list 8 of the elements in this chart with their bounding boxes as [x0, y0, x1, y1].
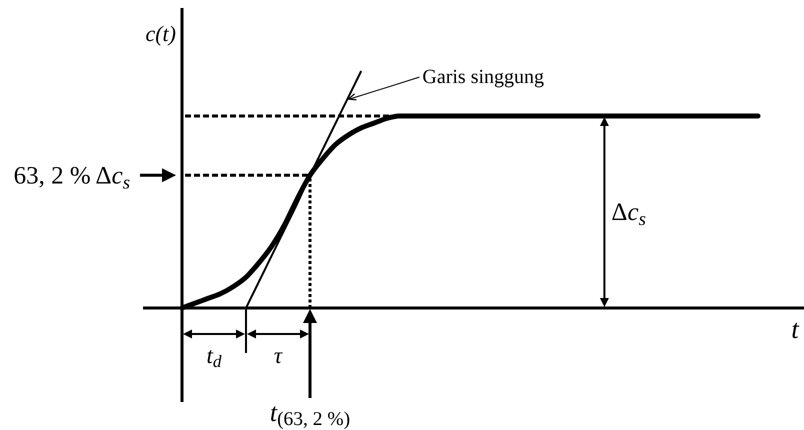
- annotation: Δc$_{s}$: [611, 198, 646, 230]
- y-axis-title: c(t): [145, 20, 176, 46]
- text: 63, 2 % Δc$_{s}$: [14, 162, 130, 194]
- text: t$_{d}$: [206, 342, 222, 372]
- x-axis-title: t: [791, 314, 800, 344]
- text: τ: [274, 342, 283, 368]
- text: t$_{(63, 2 %)}$: [270, 398, 350, 430]
- legend-label: Garis singgung: [422, 66, 544, 88]
